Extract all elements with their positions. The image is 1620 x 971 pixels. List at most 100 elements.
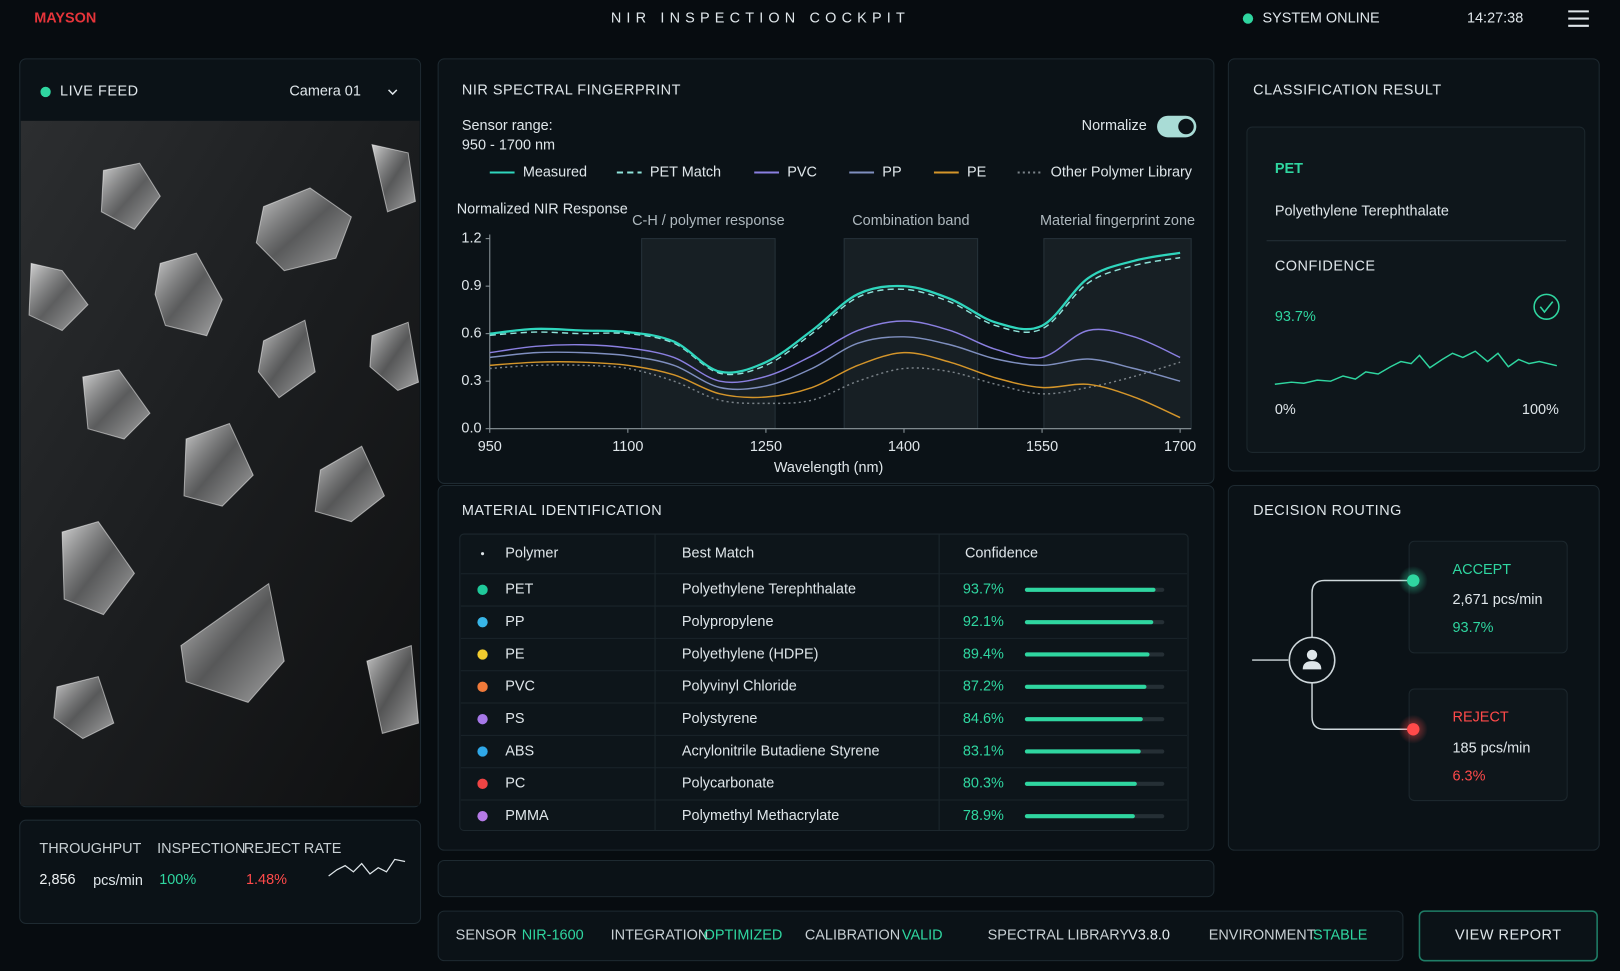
clock: 14:27:38 — [1467, 10, 1523, 26]
y-tick-label: 0.6 — [461, 325, 481, 341]
row-dot — [477, 810, 488, 822]
polymer-code: PP — [505, 614, 524, 630]
decoration — [1311, 579, 1414, 638]
confidence-bar — [1024, 749, 1141, 754]
legend-label: PVC — [787, 164, 817, 180]
polymer-name: Polyethylene Terephthalate — [682, 582, 856, 598]
decoration — [180, 582, 285, 704]
view-report-button[interactable]: VIEW REPORT — [1418, 910, 1598, 962]
page-title: NIR INSPECTION COCKPIT — [611, 10, 910, 26]
decoration — [53, 675, 115, 740]
column-header: Best Match — [682, 545, 754, 561]
normalize-toggle[interactable] — [1157, 115, 1197, 138]
classification-card — [1246, 126, 1586, 453]
reject-card — [1408, 688, 1568, 802]
status-dot — [1242, 13, 1254, 24]
polymer-code: PMMA — [505, 808, 549, 824]
row-dot — [477, 713, 488, 725]
decoration — [154, 252, 223, 337]
brand: MAYSON — [34, 10, 96, 26]
row-dot — [477, 746, 488, 757]
confidence-sparkline — [1274, 350, 1558, 385]
header-dot — [480, 552, 485, 556]
footer-value: OPTIMIZED — [704, 928, 783, 944]
x-tick-label: 1550 — [1026, 439, 1058, 455]
polymer-code: ABS — [505, 743, 534, 759]
menu-button[interactable] — [1564, 6, 1593, 31]
footer-value: NIR-1600 — [522, 928, 584, 944]
confidence-label: 92.1% — [963, 614, 1004, 630]
camera-name: Camera 01 — [289, 84, 360, 100]
x-tick-label: 950 — [478, 439, 502, 455]
band — [843, 238, 979, 430]
decoration — [82, 369, 151, 440]
stats-panel — [19, 819, 422, 924]
button-label: VIEW REPORT — [1455, 928, 1562, 944]
reject-share: 6.3% — [1453, 769, 1486, 785]
polymer-code: PVC — [505, 679, 535, 695]
live-dot — [40, 86, 51, 98]
confidence-label: 87.2% — [963, 679, 1004, 695]
stat-value: 2,856 — [39, 872, 75, 888]
decoration — [1418, 910, 1598, 962]
confidence-bar — [1024, 652, 1150, 657]
normalize-label: Normalize — [1082, 118, 1147, 134]
confidence-label: 84.6% — [963, 711, 1004, 727]
series-line — [489, 256, 1181, 376]
check-mark — [1539, 301, 1554, 314]
legend-label: PP — [882, 164, 901, 180]
routing-lines — [1252, 579, 1414, 731]
panel-title: MATERIAL IDENTIFICATION — [462, 503, 662, 519]
reject-dot — [1407, 723, 1420, 736]
confidence-value: 93.7% — [1275, 309, 1316, 325]
camera-select[interactable]: Camera 01 — [281, 79, 407, 108]
stat-value: 100% — [159, 872, 196, 888]
router-icon — [1302, 661, 1322, 670]
row-dot — [477, 616, 488, 628]
polymer-name: Polyvinyl Chloride — [682, 679, 797, 695]
legend-label: Measured — [523, 164, 587, 180]
stat-label: REJECT RATE — [244, 841, 342, 857]
sensor-range: 950 - 1700 nm — [462, 137, 555, 153]
decoration — [369, 321, 420, 392]
row-dot — [477, 778, 488, 789]
accept-label: ACCEPT — [1453, 562, 1512, 578]
check-icon — [1533, 293, 1560, 320]
footer-label: INTEGRATION — [611, 928, 709, 944]
band-label: Material fingerprint zone — [1040, 213, 1195, 229]
decoration — [1311, 682, 1414, 731]
series-line — [489, 251, 1181, 374]
row-dot — [477, 681, 488, 692]
x-axis-label: Wavelength (nm) — [774, 460, 884, 476]
x-tick-label: 1700 — [1164, 439, 1196, 455]
decoration — [255, 187, 352, 272]
confidence-bar — [1024, 620, 1154, 625]
decoration — [100, 162, 161, 230]
confidence-bar — [1024, 814, 1135, 819]
legend-label: PE — [967, 164, 987, 180]
row-dot — [477, 584, 488, 595]
band-label: C-H / polymer response — [632, 213, 785, 229]
x-tick-label: 1100 — [612, 439, 643, 455]
y-tick-label: 0.3 — [461, 373, 481, 389]
footer-label: ENVIRONMENT — [1209, 928, 1316, 944]
spectral-panel — [437, 58, 1215, 484]
sensor-range-label: Sensor range: — [462, 118, 553, 134]
polymer-name: Polymethyl Methacrylate — [682, 808, 839, 824]
y-tick-label: 0.0 — [461, 420, 481, 436]
decoration — [257, 319, 316, 399]
footer-value: STABLE — [1313, 928, 1368, 944]
polymer-name: Polyethylene (HDPE) — [682, 646, 819, 662]
series-line — [489, 351, 1181, 419]
y-tick-label: 0.9 — [461, 278, 481, 294]
footer-bar — [437, 910, 1404, 962]
series-line — [489, 336, 1181, 391]
footer-label: SPECTRAL LIBRARY — [988, 928, 1130, 944]
plastic-flakes — [28, 143, 420, 740]
band-label: Combination band — [852, 213, 969, 229]
stat-unit: pcs/min — [93, 873, 143, 889]
column-header: Polymer — [505, 545, 558, 561]
polymer-name: Acrylonitrile Butadiene Styrene — [682, 743, 880, 759]
